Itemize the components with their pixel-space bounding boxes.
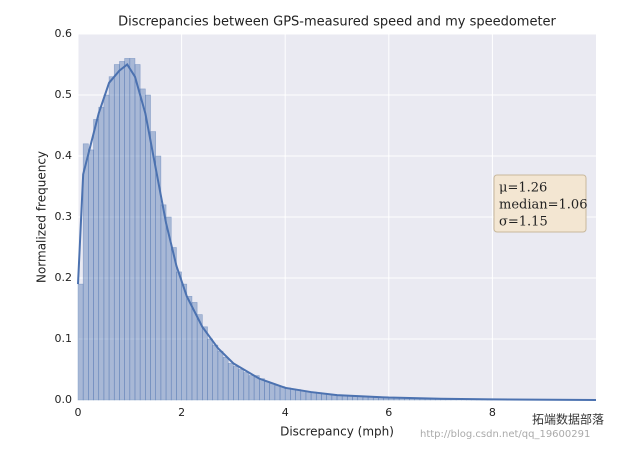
bar bbox=[186, 295, 193, 401]
y-tick-label: 0.6 bbox=[55, 27, 73, 40]
watermark: http://blog.csdn.net/qq_19600291 bbox=[420, 429, 590, 440]
bar bbox=[238, 369, 245, 401]
bar bbox=[88, 149, 94, 401]
y-tick-label: 0.1 bbox=[55, 332, 73, 345]
kde-line bbox=[77, 63, 597, 401]
bar bbox=[258, 378, 265, 401]
bar bbox=[160, 204, 167, 401]
bar bbox=[98, 106, 105, 401]
bar bbox=[284, 387, 291, 401]
bar bbox=[227, 363, 234, 401]
x-axis-label: Discrepancy (mph) bbox=[280, 425, 394, 439]
bar bbox=[207, 338, 213, 401]
watermark: 拓端数据部落 bbox=[532, 412, 604, 427]
annotation: μ=1.26 bbox=[499, 181, 547, 196]
bar bbox=[248, 375, 255, 401]
annotation: σ=1.15 bbox=[499, 215, 548, 230]
bar bbox=[181, 283, 188, 401]
x-tick-label: 0 bbox=[75, 406, 82, 419]
annotation: median=1.06 bbox=[499, 198, 587, 213]
y-tick-label: 0.0 bbox=[55, 393, 73, 406]
bar bbox=[222, 356, 229, 401]
bar bbox=[243, 372, 250, 401]
annotation-box bbox=[493, 174, 587, 233]
chart-title: Discrepancies between GPS-measured speed… bbox=[118, 15, 556, 30]
y-tick-label: 0.5 bbox=[55, 88, 73, 101]
bar bbox=[290, 388, 296, 401]
bar bbox=[108, 76, 115, 401]
bar bbox=[103, 94, 110, 401]
bar bbox=[139, 88, 146, 401]
x-tick-label: 2 bbox=[178, 406, 185, 419]
bar bbox=[279, 386, 286, 401]
bar bbox=[150, 131, 157, 401]
bar bbox=[233, 366, 239, 401]
bar bbox=[170, 247, 177, 401]
bar bbox=[124, 58, 131, 401]
bar bbox=[77, 283, 84, 401]
y-tick-label: 0.3 bbox=[55, 210, 73, 223]
bar bbox=[217, 350, 224, 401]
x-tick-label: 6 bbox=[385, 406, 392, 419]
bar bbox=[202, 326, 208, 401]
bar bbox=[212, 344, 219, 401]
y-axis-label: Normalized frequency bbox=[35, 151, 49, 283]
x-tick-label: 8 bbox=[489, 406, 496, 419]
bar bbox=[93, 119, 100, 401]
bar bbox=[269, 383, 276, 401]
bar bbox=[113, 64, 120, 401]
bar bbox=[82, 143, 89, 401]
bar bbox=[134, 64, 141, 401]
x-tick-label: 4 bbox=[282, 406, 289, 419]
bar bbox=[264, 381, 270, 401]
bar bbox=[119, 61, 125, 401]
bar bbox=[274, 385, 281, 401]
grid bbox=[77, 33, 596, 401]
y-tick-label: 0.2 bbox=[55, 271, 73, 284]
y-tick-label: 0.4 bbox=[55, 149, 73, 162]
bar bbox=[129, 58, 136, 401]
bar bbox=[176, 271, 182, 401]
bar bbox=[300, 390, 307, 401]
